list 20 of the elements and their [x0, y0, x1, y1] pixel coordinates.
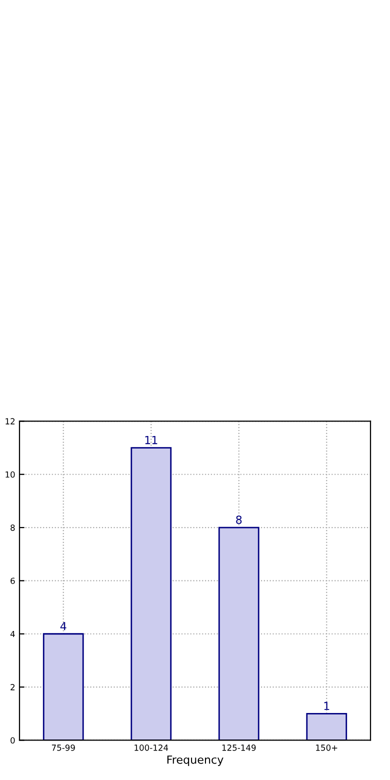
- y-tick-label: 2: [10, 684, 14, 690]
- x-axis-title: Frequency: [167, 756, 224, 766]
- x-tick-label: 150+: [316, 744, 338, 751]
- y-tick-label: 0: [10, 737, 15, 744]
- bar: [42, 633, 84, 740]
- y-tick-label: 8: [10, 524, 15, 531]
- y-tick-label: 12: [6, 418, 14, 424]
- y-tick-label: 4: [10, 630, 15, 638]
- data-label: 11: [145, 436, 158, 444]
- x-tick-label: 75-99: [52, 744, 75, 751]
- data-label: 8: [236, 516, 242, 524]
- data-label: 4: [60, 622, 66, 630]
- y-tick-label: 10: [6, 471, 15, 478]
- data-label: 1: [324, 702, 330, 710]
- bar: [130, 447, 172, 740]
- bar: [218, 526, 260, 740]
- y-tick-label: 6: [10, 578, 15, 584]
- x-tick-label: 125-149: [222, 744, 256, 751]
- x-tick-label: 100-124: [134, 744, 168, 751]
- bar: [306, 712, 348, 740]
